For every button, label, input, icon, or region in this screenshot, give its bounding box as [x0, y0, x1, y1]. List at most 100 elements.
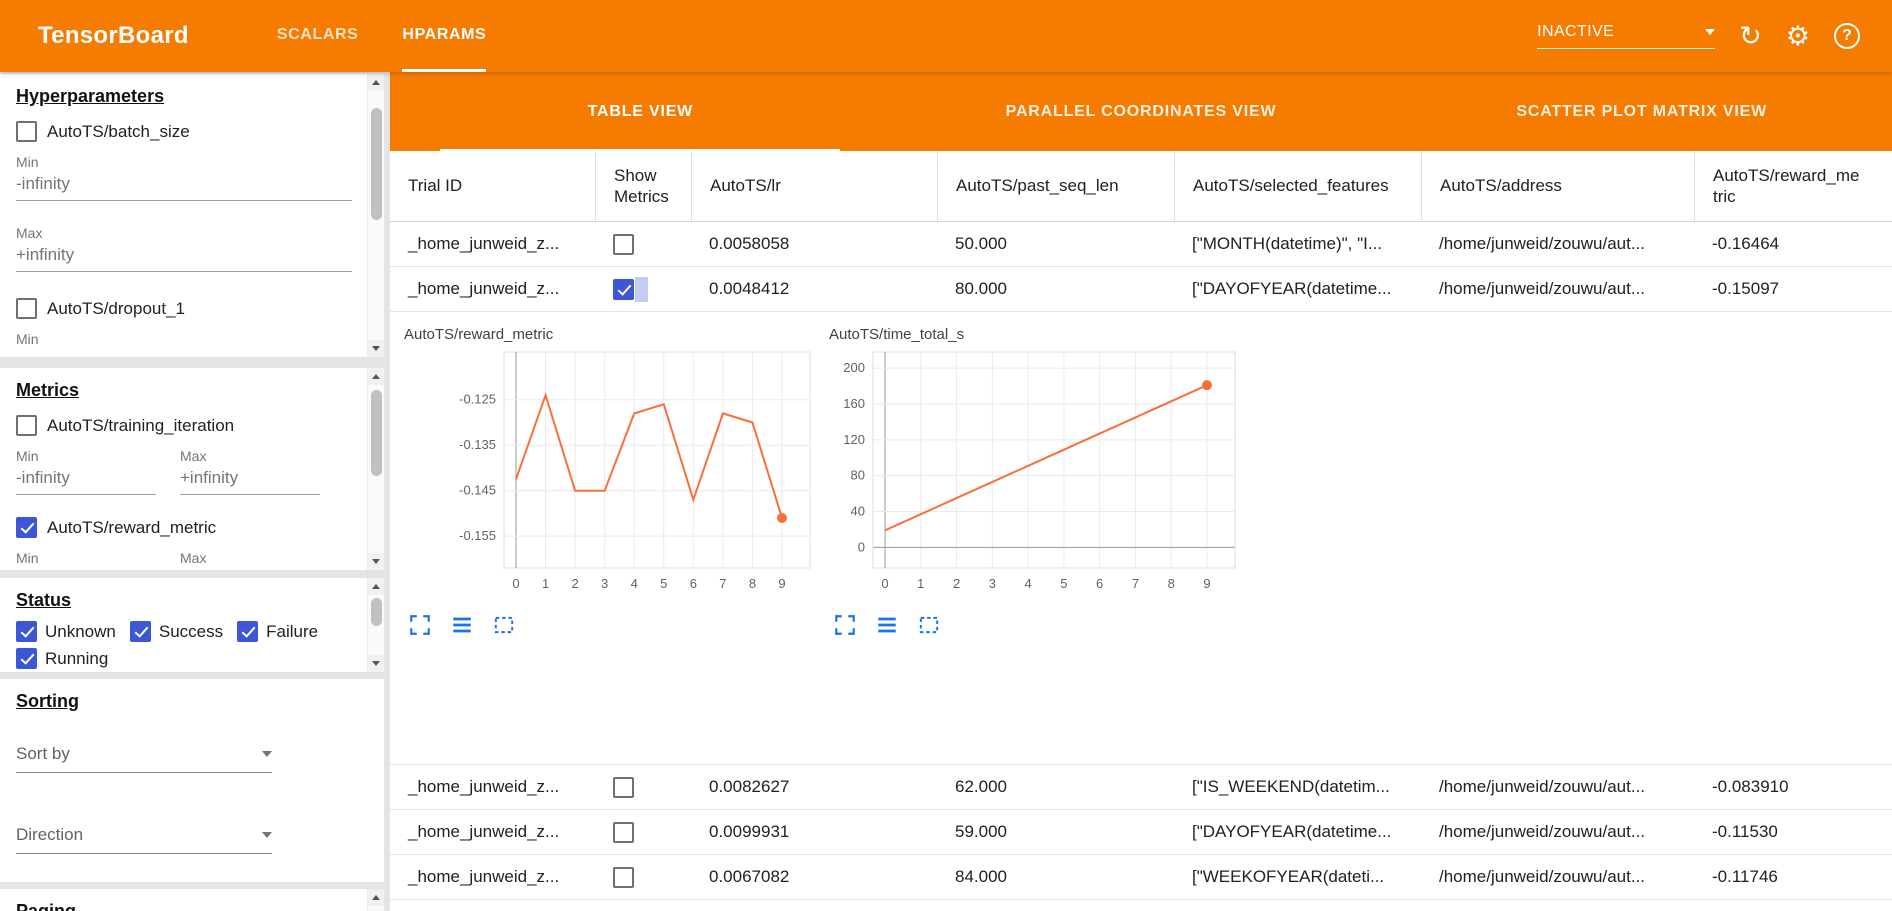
metrics-expansion: AutoTS/reward_metric 0 1 2 3 4 5 6 7 8 9 -0.125 -0.1… — [390, 312, 1892, 765]
scroll-up-icon[interactable] — [368, 368, 384, 385]
hparam-dropout-1-checkbox[interactable] — [16, 298, 37, 319]
table-row: _home_junweid_z... 0.0048412 80.000 ["DAYOF… — [390, 267, 1892, 312]
metric-item-reward-metric: AutoTS/reward_metric — [16, 517, 354, 538]
sidebar: Hyperparameters AutoTS/batch_size Min Ma… — [0, 72, 384, 911]
app-title: TensorBoard — [38, 22, 189, 49]
svg-text:3: 3 — [989, 576, 996, 591]
cell-past-seq-len: 50.000 — [955, 234, 1007, 253]
view-tab-scatter-plot-matrix-view[interactable]: SCATTER PLOT MATRIX VIEW — [1391, 72, 1892, 151]
expand-icon[interactable] — [408, 613, 432, 637]
expand-icon[interactable] — [833, 613, 857, 637]
table-row: _home_junweid_z... 0.0067082 84.000 ["WEEKO… — [390, 855, 1892, 900]
svg-text:80: 80 — [851, 468, 865, 483]
run-status-value: INACTIVE — [1537, 23, 1615, 40]
scroll-up-icon[interactable] — [368, 578, 384, 595]
metric-training-iteration-checkbox[interactable] — [16, 415, 37, 436]
training-iteration-min-input[interactable] — [16, 466, 156, 495]
settings-gear-icon[interactable]: ⚙ — [1785, 20, 1810, 51]
table-rows-icon[interactable] — [875, 613, 899, 637]
column-header: AutoTS/reward_metric — [1694, 151, 1884, 221]
column-header: AutoTS/address — [1421, 151, 1694, 221]
show-metrics-checkbox[interactable] — [613, 776, 634, 798]
column-header: AutoTS/past_seq_len — [937, 151, 1174, 221]
svg-text:0: 0 — [858, 539, 865, 554]
show-metrics-checkbox[interactable] — [613, 866, 634, 888]
sorting-heading: Sorting — [16, 691, 79, 711]
view-tab-table-view[interactable]: TABLE VIEW — [390, 72, 891, 151]
cell-selected-features: ["WEEKOFYEAR(dateti... — [1192, 867, 1385, 886]
chart-title: AutoTS/reward_metric — [404, 326, 554, 343]
column-header: Show Metrics — [595, 151, 691, 221]
scroll-down-icon[interactable] — [368, 553, 384, 570]
status-failure-checkbox[interactable] — [237, 621, 259, 642]
scroll-up-icon[interactable] — [368, 889, 384, 906]
svg-text:-0.135: -0.135 — [459, 437, 496, 452]
dashed-box-icon[interactable] — [492, 613, 516, 637]
status-option: Running — [16, 648, 108, 669]
line-chart: 0 1 2 3 4 5 6 7 8 9 -0.125 -0.135 -0.145 -0.155 — [459, 351, 811, 591]
show-metrics-cell — [595, 276, 691, 302]
tab-scalars[interactable]: SCALARS — [277, 0, 359, 72]
view-tab-label: SCATTER PLOT MATRIX VIEW — [1516, 102, 1767, 120]
batch-size-min-input[interactable] — [16, 172, 352, 201]
svg-text:-0.155: -0.155 — [459, 528, 496, 543]
scroll-up-icon[interactable] — [368, 74, 384, 91]
direction-select[interactable]: Direction — [16, 825, 272, 854]
help-icon[interactable]: ? — [1834, 23, 1860, 49]
paging-heading: Paging — [16, 901, 77, 911]
view-tabs-bar: TABLE VIEW PARALLEL COORDINATES VIEW SCATT… — [390, 72, 1892, 151]
max-label: Max — [180, 550, 207, 566]
sort-by-select[interactable]: Sort by — [16, 744, 272, 773]
cell-reward-metric: -0.11746 — [1712, 867, 1778, 886]
min-label: Min — [16, 550, 39, 566]
status-running-checkbox[interactable] — [16, 648, 37, 669]
show-metrics-cell — [595, 233, 691, 255]
svg-text:160: 160 — [843, 396, 865, 411]
show-metrics-checkbox[interactable] — [613, 278, 634, 300]
training-iteration-max-input[interactable] — [180, 466, 320, 495]
cell-reward-metric: -0.16464 — [1712, 234, 1780, 253]
cell-selected-features: ["DAYOFYEAR(datetime... — [1192, 822, 1392, 841]
panel-scrollbar — [367, 578, 384, 672]
batch-size-max-input[interactable] — [16, 243, 352, 272]
cell-trial-id: _home_junweid_z... — [408, 777, 560, 796]
status-option-label: Success — [158, 621, 224, 641]
view-tab-parallel-coordinates-view[interactable]: PARALLEL COORDINATES VIEW — [891, 72, 1392, 151]
column-header: Trial ID — [408, 176, 463, 196]
dashed-box-icon[interactable] — [917, 613, 941, 637]
tab-scalars-label: SCALARS — [276, 25, 359, 43]
cell-past-seq-len: 59.000 — [955, 822, 1007, 841]
max-label: Max — [16, 225, 43, 241]
scroll-down-icon[interactable] — [368, 340, 384, 357]
hyperparameters-heading: Hyperparameters — [16, 86, 165, 106]
table-rows-icon[interactable] — [450, 613, 474, 637]
status-heading: Status — [16, 590, 72, 610]
svg-text:-0.125: -0.125 — [459, 392, 496, 407]
svg-text:2: 2 — [953, 576, 960, 591]
show-metrics-checkbox[interactable] — [613, 233, 634, 255]
show-metrics-checkbox[interactable] — [613, 821, 634, 843]
cell-past-seq-len: 62.000 — [955, 777, 1007, 796]
scroll-down-icon[interactable] — [368, 655, 384, 672]
status-option-label: Failure — [266, 621, 319, 641]
paging-panel: Paging — [0, 889, 384, 911]
status-panel: Status Unknown Success Failure Running — [0, 578, 384, 672]
svg-text:5: 5 — [660, 576, 667, 591]
column-header: AutoTS/lr — [691, 151, 937, 221]
show-metrics-cell — [595, 821, 691, 843]
refresh-icon[interactable]: ↻ — [1739, 20, 1762, 51]
status-unknown-checkbox[interactable] — [16, 621, 37, 642]
hparam-batch-size-checkbox[interactable] — [16, 121, 37, 142]
scrollbar-thumb[interactable] — [371, 598, 382, 626]
metric-reward-metric-checkbox[interactable] — [16, 517, 37, 538]
svg-text:120: 120 — [843, 432, 865, 447]
status-success-checkbox[interactable] — [129, 621, 151, 642]
scrollbar-thumb[interactable] — [371, 390, 382, 476]
run-status-select[interactable]: INACTIVE — [1537, 23, 1716, 49]
chart-title: AutoTS/time_total_s — [829, 326, 965, 343]
scrollbar-thumb[interactable] — [371, 108, 382, 220]
header-actions: INACTIVE ↻ ⚙ ? — [1537, 20, 1872, 51]
tab-hparams[interactable]: HPARAMS — [402, 0, 487, 72]
sort-by-value: Sort by — [16, 744, 70, 763]
sorting-panel: Sorting Sort by Direction — [0, 679, 384, 882]
